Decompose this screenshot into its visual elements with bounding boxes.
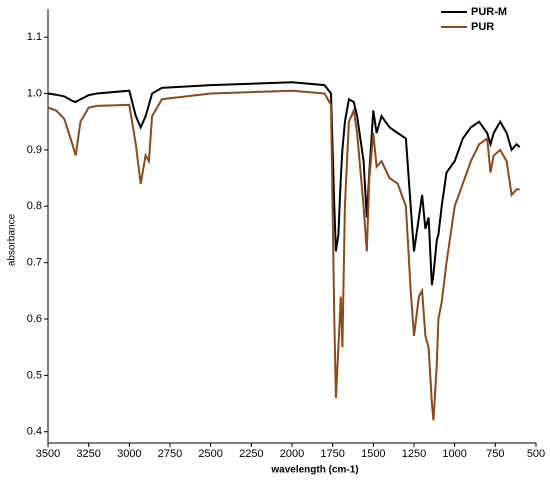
x-tick-label: 2750	[158, 448, 182, 460]
x-tick-label: 750	[486, 448, 504, 460]
x-tick-label: 2250	[239, 448, 263, 460]
y-axis-label: absorbance	[7, 213, 18, 266]
y-tick-label: 0.4	[27, 426, 42, 438]
y-tick-label: 1.0	[27, 87, 42, 99]
x-tick-label: 1250	[402, 448, 426, 460]
x-tick-label: 3500	[36, 448, 60, 460]
x-tick-label: 2000	[280, 448, 304, 460]
y-tick-label: 0.5	[27, 369, 42, 381]
series-line	[47, 89, 520, 421]
x-tick-label: 1500	[361, 448, 385, 460]
x-tick-label: 1750	[320, 448, 344, 460]
x-tick-label: 3250	[76, 448, 100, 460]
x-tick-label: 2500	[198, 448, 222, 460]
y-tick-label: 0.9	[27, 144, 42, 156]
y-tick-label: 0.7	[27, 257, 42, 269]
legend-label: PUR	[471, 21, 494, 33]
x-tick-label: 1000	[442, 448, 466, 460]
series-line	[47, 81, 521, 286]
legend-label: PUR-M	[471, 6, 507, 18]
y-tick-label: 0.6	[27, 313, 42, 325]
x-tick-label: 3000	[117, 448, 141, 460]
y-tick-label: 0.8	[27, 200, 42, 212]
y-tick-label: 1.1	[27, 31, 42, 43]
x-tick-label: 500	[527, 448, 545, 460]
x-axis-label: wavelength (cm-1)	[270, 465, 358, 476]
